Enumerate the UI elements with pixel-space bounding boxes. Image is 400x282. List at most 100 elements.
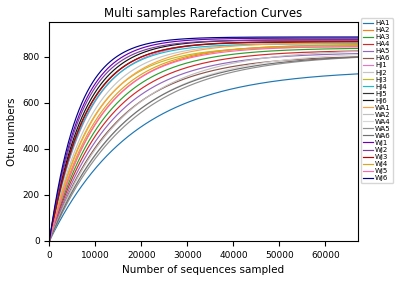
WJ3 [312,40,317,43]
WA4 [281,59,286,62]
WA2 [243,59,248,63]
HA6 [243,63,248,66]
HJ1 [355,39,360,43]
Line: WA6: WA6 [50,57,358,241]
WA6 [66,197,71,201]
Line: HA6: HA6 [50,57,358,241]
HA2 [47,239,52,243]
WJ3 [281,40,286,43]
HJ5 [281,41,286,44]
WJ3 [355,40,360,43]
Line: WJ4: WJ4 [50,45,358,241]
Line: HA3: HA3 [50,49,358,241]
WA4 [243,64,248,68]
WJ6 [243,36,248,39]
Line: WA4: WA4 [50,55,358,241]
WJ5 [243,48,248,52]
WA1 [312,41,317,45]
HJ3 [243,47,248,50]
WJ6 [226,36,231,39]
HJ4 [66,160,71,163]
HA1 [226,88,231,91]
HA3 [281,49,286,52]
WJ1 [355,36,360,40]
HJ3 [312,45,317,49]
WA2 [66,194,71,197]
Line: HJ4: HJ4 [50,44,358,241]
WJ5 [226,50,231,53]
HA5 [243,58,248,62]
HJ1 [243,40,248,44]
HJ1 [234,41,239,44]
WJ2 [355,38,360,42]
WJ2 [226,39,231,42]
HJ2 [312,42,317,45]
HA1 [47,239,52,243]
WA6 [234,67,239,71]
WA1 [47,239,52,243]
WA6 [47,239,52,243]
WJ6 [281,35,286,39]
WA4 [355,53,360,56]
HA2 [66,178,71,182]
HA3 [243,51,248,55]
WJ1 [226,37,231,40]
WJ2 [281,38,286,42]
HA6 [47,239,52,243]
Line: HA5: HA5 [50,54,358,241]
HA3 [66,182,71,186]
HA4 [355,49,360,53]
WJ2 [66,149,71,152]
HJ5 [226,42,231,45]
Y-axis label: Otu numbers: Otu numbers [7,97,17,166]
HA6 [66,193,71,196]
WA4 [66,198,71,201]
HJ6 [281,38,286,42]
HJ4 [355,42,360,45]
HJ3 [47,239,52,243]
WA5 [312,58,317,62]
Line: WA1: WA1 [50,43,358,241]
WJ6 [312,35,317,39]
HA6 [355,55,360,59]
Line: WJ5: WJ5 [50,47,358,241]
HJ1 [312,39,317,43]
HJ3 [66,171,71,175]
Line: HA1: HA1 [50,74,358,241]
WA5 [234,70,239,73]
HA1 [66,204,71,208]
Line: WJ2: WJ2 [50,40,358,241]
WJ2 [47,239,52,243]
Line: HJ5: HJ5 [50,42,358,241]
WA2 [355,50,360,53]
HJ4 [234,43,239,47]
HA2 [243,47,248,50]
WJ1 [66,146,71,149]
WJ3 [234,41,239,44]
Line: WJ1: WJ1 [50,38,358,241]
HA2 [355,43,360,47]
HA4 [226,57,231,60]
HJ6 [234,39,239,42]
HA6 [312,57,317,60]
WA4 [312,56,317,59]
WJ4 [243,47,248,50]
WJ6 [47,239,52,243]
WA2 [226,63,231,66]
HJ6 [312,38,317,41]
HA6 [226,66,231,69]
Line: WA5: WA5 [50,57,358,241]
HJ2 [226,44,231,48]
X-axis label: Number of sequences sampled: Number of sequences sampled [122,265,284,275]
HA1 [234,86,239,90]
WA5 [281,62,286,65]
WJ5 [281,46,286,50]
HJ2 [47,239,52,243]
HA2 [226,49,231,52]
HA3 [312,47,317,51]
WJ1 [243,37,248,40]
HJ4 [243,43,248,46]
WA1 [243,44,248,47]
HJ2 [355,42,360,45]
WJ4 [66,176,71,179]
